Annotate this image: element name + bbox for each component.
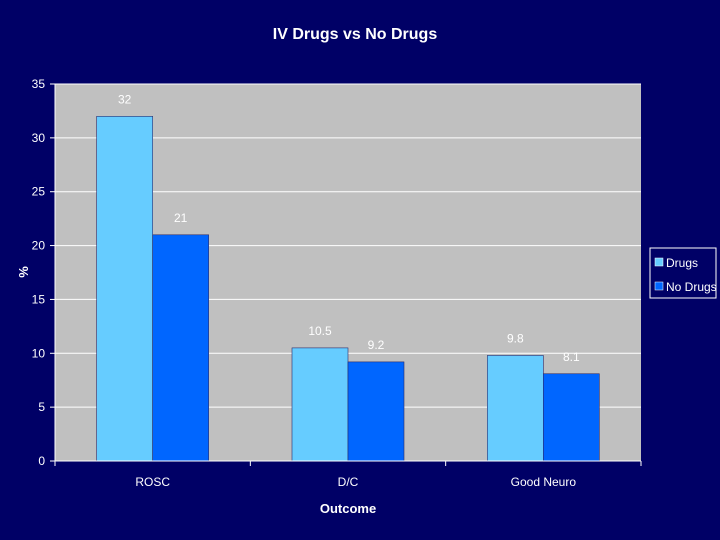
y-tick-label: 30 (32, 131, 46, 145)
bar-drugs-good-neuro (487, 355, 544, 462)
bar-drugs-rosc (96, 116, 153, 462)
data-label: 21 (174, 211, 188, 225)
legend-box (649, 247, 717, 299)
data-label: 32 (118, 92, 132, 106)
x-tick-label: Good Neuro (511, 475, 577, 489)
legend-swatch-no-drugs (654, 281, 664, 291)
y-tick-label: 10 (32, 346, 46, 360)
data-label: 9.2 (368, 338, 385, 352)
bar-no-drugs-d-c (347, 361, 405, 462)
legend-swatch-drugs (654, 257, 664, 267)
y-tick-label: 25 (32, 185, 46, 199)
y-tick-label: 0 (38, 454, 45, 468)
y-axis-label: % (16, 266, 31, 278)
data-labels: 32 21 10.5 9.2 9.8 8.1 (118, 92, 580, 363)
data-label: 10.5 (308, 324, 332, 338)
bar-no-drugs-good-neuro (543, 373, 600, 462)
y-tick-label: 15 (32, 292, 46, 306)
data-label: 9.8 (507, 331, 524, 345)
legend: Drugs No Drugs (649, 247, 717, 299)
x-tick-label: D/C (338, 475, 359, 489)
y-tick-label: 5 (38, 400, 45, 414)
bar-no-drugs-rosc (152, 234, 209, 462)
x-tick-labels: ROSC D/C Good Neuro (135, 475, 576, 489)
legend-label-no-drugs: No Drugs (666, 280, 717, 294)
y-tick-labels: 0 5 10 15 20 25 30 35 (32, 77, 46, 468)
x-tick-label: ROSC (135, 475, 170, 489)
x-axis-label: Outcome (320, 501, 376, 516)
axes (50, 83, 642, 466)
legend-label-drugs: Drugs (666, 256, 698, 270)
y-tick-label: 35 (32, 77, 46, 91)
y-tick-label: 20 (32, 239, 46, 253)
chart-title: IV Drugs vs No Drugs (273, 26, 438, 43)
bar-drugs-d-c (291, 347, 349, 462)
data-label: 8.1 (563, 350, 580, 364)
